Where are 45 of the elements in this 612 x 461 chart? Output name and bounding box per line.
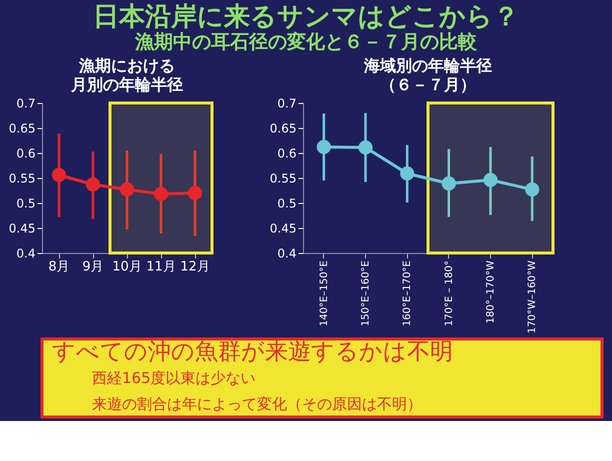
y-tick-label: 0.4: [16, 246, 36, 260]
x-tick-label: 160°E–170°E: [402, 260, 414, 326]
x-tick-label: 170°E – 180°: [444, 260, 455, 326]
text: 日本沿岸に来るサンマはどこから？: [92, 2, 519, 32]
y-tick-label: 0.65: [270, 122, 296, 136]
x-tick-label: 8月: [48, 260, 70, 274]
y-tick-label: 0.45: [270, 222, 296, 236]
x-tick-label: 180°–170°W: [486, 260, 496, 324]
point: [52, 168, 66, 182]
chart-subtitle: 月別の年輪半径: [70, 75, 183, 94]
y-tick-label: 0.6: [277, 146, 296, 160]
x-tick-label: 11月: [146, 260, 176, 274]
point: [442, 176, 456, 191]
y-tick-label: 0.7: [16, 96, 36, 110]
y-tick-label: 0.45: [8, 222, 36, 236]
x-tick-label: 140°E–150°E: [318, 260, 330, 326]
point: [120, 182, 134, 197]
point: [400, 166, 414, 181]
point: [483, 172, 498, 188]
point: [188, 186, 202, 200]
chart-subtitle: （６－７月）: [380, 75, 476, 94]
y-tick-label: 0.5: [277, 196, 296, 210]
y-tick-label: 0.55: [8, 172, 36, 186]
y-tick-label: 0.6: [16, 146, 36, 160]
chart-title: 海域別の年輪半径: [363, 56, 492, 75]
text: 来遊の割合は年によって変化（その原因は不明）: [92, 395, 422, 413]
text: すべての沖の魚群が来遊するかは不明: [52, 339, 453, 365]
x-tick-label: 170°W–160°W: [527, 260, 538, 334]
y-tick-label: 0.5: [16, 196, 36, 210]
x-tick-label: 9月: [82, 260, 104, 274]
chart-title: 漁期における: [78, 56, 175, 75]
point: [316, 140, 331, 154]
y-tick-label: 0.4: [277, 246, 296, 260]
y-tick-label: 0.55: [270, 172, 296, 186]
point: [154, 186, 168, 202]
text: 西経165度以東は少ない: [92, 369, 256, 387]
point: [358, 140, 373, 155]
x-tick-label: 10月: [112, 260, 142, 274]
x-tick-label: 12月: [180, 260, 210, 274]
x-tick-label: 150°E–160°E: [360, 260, 372, 326]
point: [86, 177, 100, 192]
y-tick-label: 0.65: [8, 122, 36, 136]
text: 漁期中の耳石径の変化と６－７月の比較: [134, 31, 478, 53]
y-tick-label: 0.7: [277, 96, 296, 110]
point: [525, 182, 540, 197]
